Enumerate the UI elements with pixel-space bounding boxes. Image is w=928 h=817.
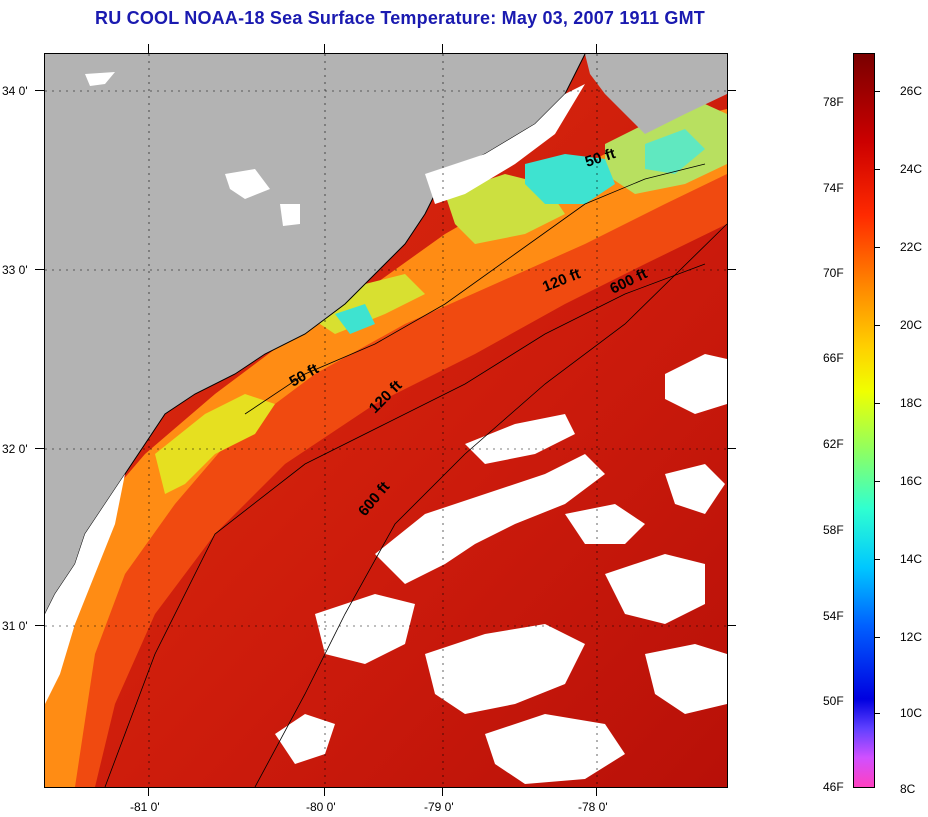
colorbar-celsius-label: 8C (900, 782, 916, 796)
colorbar-tick (874, 559, 880, 560)
colorbar-tick (874, 637, 880, 638)
colorbar-fahrenheit-label: 46F (823, 780, 844, 794)
colorbar-celsius-label: 10C (900, 706, 923, 720)
colorbar-gradient (854, 54, 874, 787)
land (585, 54, 727, 134)
colorbar-tick (874, 247, 880, 248)
x-tick (148, 787, 149, 796)
y-tick (35, 90, 44, 91)
colorbar-tick (874, 325, 880, 326)
colorbar-celsius-label: 14C (900, 552, 923, 566)
y-tick (727, 90, 736, 91)
y-tick (35, 269, 44, 270)
cool-shelf-water (335, 304, 375, 334)
colorbar-celsius-label: 20C (900, 318, 923, 332)
colorbar-fahrenheit-label: 62F (823, 437, 844, 451)
sst-map[interactable]: 50 ft 50 ft 120 ft 120 ft 600 ft 600 ft (44, 53, 728, 788)
colorbar-celsius-label: 18C (900, 396, 923, 410)
x-tick (148, 44, 149, 53)
y-tick (727, 448, 736, 449)
colorbar-fahrenheit-label: 54F (823, 609, 844, 623)
land (45, 54, 585, 614)
x-tick (596, 787, 597, 796)
colorbar-celsius-label: 24C (900, 162, 923, 176)
colorbar-tick (874, 713, 880, 714)
x-tick (596, 44, 597, 53)
temperature-colorbar (853, 53, 875, 788)
colorbar-fahrenheit-label: 50F (823, 694, 844, 708)
colorbar-fahrenheit-label: 78F (823, 95, 844, 109)
colorbar-fahrenheit-label: 70F (823, 266, 844, 280)
colorbar-celsius-label: 26C (900, 84, 923, 98)
colorbar-fahrenheit-label: 66F (823, 351, 844, 365)
latitude-label: 33 0' (2, 263, 28, 277)
colorbar-fahrenheit-label: 74F (823, 181, 844, 195)
longitude-label: -80 0' (306, 800, 336, 814)
x-tick (442, 787, 443, 796)
cool-shelf-water (525, 154, 615, 204)
x-tick (324, 787, 325, 796)
colorbar-celsius-label: 12C (900, 630, 923, 644)
longitude-label: -79 0' (424, 800, 454, 814)
cool-shelf-water (645, 129, 705, 174)
y-tick (727, 625, 736, 626)
y-tick (35, 625, 44, 626)
contour-120ft (104, 263, 706, 787)
latitude-label: 32 0' (2, 442, 28, 456)
latitude-label: 34 0' (2, 84, 28, 98)
colorbar-tick (874, 91, 880, 92)
x-tick (324, 44, 325, 53)
colorbar-celsius-label: 22C (900, 240, 923, 254)
coastal-cool-patch (155, 394, 275, 494)
colorbar-tick (874, 169, 880, 170)
y-tick (727, 269, 736, 270)
latitude-label: 31 0' (2, 619, 28, 633)
longitude-label: -78 0' (578, 800, 608, 814)
contour-600ft (254, 223, 727, 787)
coastal-cloud (45, 474, 125, 704)
graticule (45, 54, 727, 787)
y-tick (35, 448, 44, 449)
colorbar-tick (874, 481, 880, 482)
longitude-label: -81 0' (130, 800, 160, 814)
map-title: RU COOL NOAA-18 Sea Surface Temperature:… (95, 8, 705, 28)
sst-map-canvas: 50 ft 50 ft 120 ft 120 ft 600 ft 600 ft (45, 54, 727, 787)
x-tick (442, 44, 443, 53)
colorbar-fahrenheit-label: 58F (823, 523, 844, 537)
coastal-cloud (425, 84, 585, 204)
colorbar-tick (874, 403, 880, 404)
contour-50ft (244, 163, 706, 415)
clouds (85, 72, 727, 784)
colorbar-celsius-label: 16C (900, 474, 923, 488)
